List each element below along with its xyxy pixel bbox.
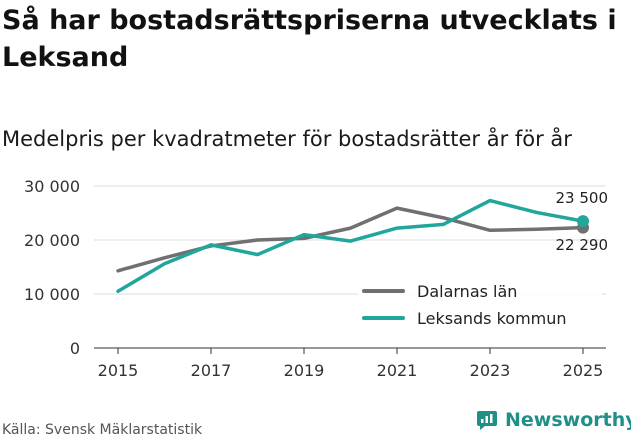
- brand-name: Newsworthy: [505, 409, 631, 431]
- series: [116, 198, 589, 294]
- x-axis-ticks: 2015 2017 2019 2021 2023 2025: [98, 348, 604, 380]
- chart-subtitle: Medelpris per kvadratmeter för bostadsrä…: [2, 127, 572, 151]
- y-axis-ticks: 0 10 000 20 000 30 000: [24, 177, 80, 358]
- legend-label-dalarna: Dalarnas län: [417, 282, 517, 301]
- x-tick-label: 2021: [377, 361, 418, 380]
- source-note: Källa: Svensk Mäklarstatistik: [2, 422, 203, 438]
- y-tick-label: 0: [70, 339, 80, 358]
- end-value-label-dalarna: 22 290: [556, 236, 609, 254]
- y-tick-label: 10 000: [24, 285, 80, 304]
- x-tick-label: 2019: [284, 361, 325, 380]
- series-end-point-leksand: [577, 215, 589, 228]
- newsworthy-chat-chart-icon: [477, 411, 497, 430]
- line-chart: 0 10 000 20 000 30 000 2015 2017 2019 2021 2023…: [24, 177, 609, 380]
- y-tick-label: 20 000: [24, 231, 80, 250]
- brand-logo[interactable]: Newsworthy: [476, 409, 631, 431]
- legend: Dalarnas län Leksands kommun: [358, 280, 602, 336]
- x-tick-label: 2025: [563, 361, 604, 380]
- x-tick-label: 2015: [98, 361, 139, 380]
- x-tick-label: 2023: [470, 361, 511, 380]
- y-tick-label: 30 000: [24, 177, 80, 196]
- series-line-leksand: [116, 198, 585, 294]
- x-tick-label: 2017: [191, 361, 232, 380]
- chart-title: Så har bostadsrättspriserna utvecklats i…: [2, 5, 617, 73]
- legend-label-leksand: Leksands kommun: [417, 309, 567, 328]
- end-value-label-leksand: 23 500: [556, 189, 609, 207]
